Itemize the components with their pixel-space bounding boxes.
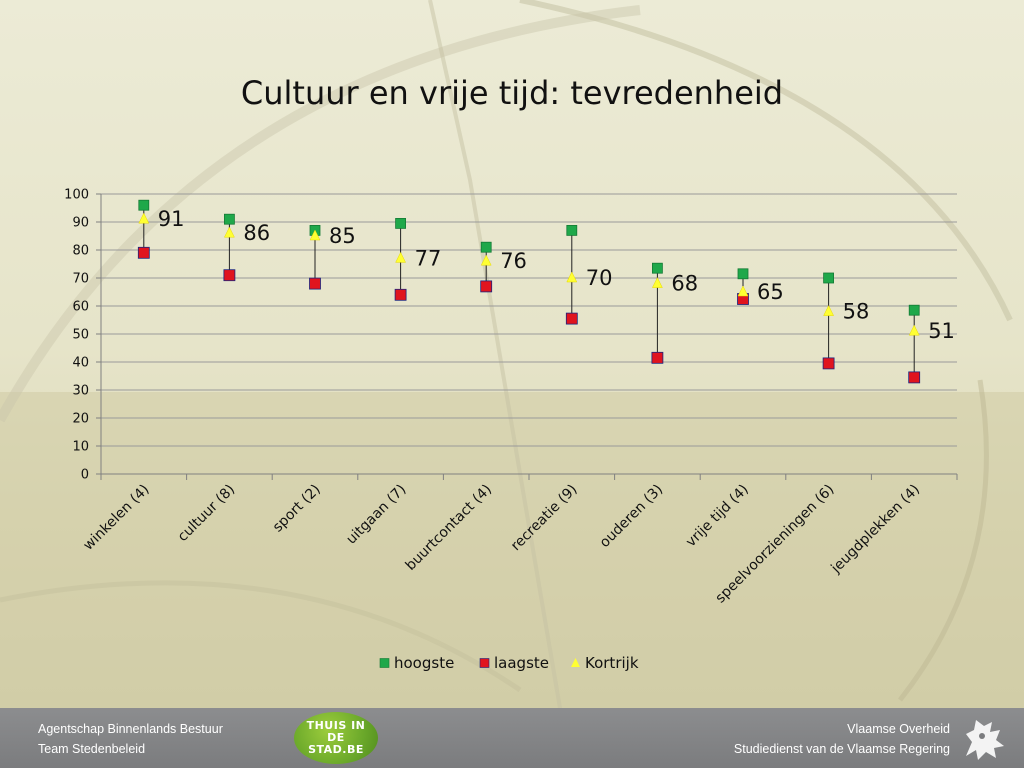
marker-laagste [223, 269, 236, 282]
y-tick-label: 60 [72, 300, 89, 315]
footer-bar: Agentschap Binnenlands Bestuur Team Sted… [0, 708, 1024, 768]
x-tick-label: sport (2) [270, 482, 324, 536]
footer-left: Agentschap Binnenlands Bestuur Team Sted… [38, 719, 223, 759]
marker-kortrijk [138, 212, 150, 224]
data-label: 51 [928, 319, 955, 343]
legend: hoogste laagste Kortrijk [379, 654, 639, 672]
chart: 0 10 20 30 40 50 60 70 80 90 100 winkelen (4) cultu… [64, 188, 958, 672]
legend-marker [571, 658, 580, 667]
marker-laagste [394, 288, 407, 301]
flemish-lion-icon [966, 720, 1004, 760]
data-label: 70 [586, 266, 613, 290]
marker-laagste [565, 312, 578, 325]
y-tick-label: 20 [72, 412, 89, 427]
marker-kortrijk [737, 285, 749, 297]
marker-kortrijk [823, 305, 835, 316]
data-label: 76 [500, 249, 527, 273]
team-name: Team Stedenbeleid [38, 742, 146, 756]
data-labels: 91 86 85 77 76 70 68 65 58 51 [158, 207, 955, 343]
y-axis: 0 10 20 30 40 50 60 70 80 90 100 [64, 188, 101, 483]
legend-label: hoogste [394, 654, 454, 672]
marker-kortrijk [908, 324, 920, 336]
y-tick-label: 0 [81, 468, 89, 483]
marker-laagste [309, 277, 321, 290]
y-tick-label: 80 [72, 244, 89, 259]
agency-name: Agentschap Binnenlands Bestuur [38, 722, 223, 736]
x-axis: winkelen (4) cultuur (8) sport (2) uitgaan … [80, 474, 958, 606]
footer-right: Vlaamse Overheid Studiedienst van de Vla… [734, 719, 950, 759]
marker-hoogste [138, 199, 150, 211]
legend-label: Kortrijk [585, 654, 639, 672]
legend-marker [479, 658, 490, 668]
marker-laagste [822, 357, 835, 370]
background-decoration [0, 0, 1024, 708]
x-tick-label: ouderen (3) [597, 482, 666, 551]
marker-hoogste [737, 268, 749, 280]
marker-hoogste [566, 224, 578, 236]
legend-marker [379, 658, 390, 668]
data-markers [137, 199, 921, 384]
y-tick-label: 100 [64, 188, 89, 203]
thuis-in-de-stad-logo: THUIS IN DE STAD.BE [294, 712, 378, 764]
y-tick-label: 50 [72, 328, 89, 343]
marker-laagste [137, 246, 150, 259]
marker-laagste [651, 351, 664, 364]
marker-kortrijk [566, 271, 578, 283]
marker-kortrijk [309, 229, 321, 241]
y-tick-label: 70 [72, 272, 89, 287]
marker-laagste [480, 280, 493, 293]
x-tick-label: jeugdplekken (4) [828, 482, 923, 577]
y-tick-label: 90 [72, 216, 89, 231]
grid-lines [100, 193, 957, 475]
marker-kortrijk [395, 251, 407, 263]
marker-hoogste [823, 272, 834, 284]
x-tick-label: winkelen (4) [80, 482, 152, 554]
x-tick-label: uitgaan (7) [343, 482, 409, 548]
x-tick-label: buurtcontact (4) [403, 482, 495, 574]
marker-laagste [908, 371, 921, 384]
data-label: 85 [329, 224, 356, 248]
marker-kortrijk [651, 277, 663, 288]
data-label: 86 [243, 221, 270, 245]
y-tick-label: 40 [72, 356, 89, 371]
marker-hoogste [908, 304, 920, 316]
marker-hoogste [652, 262, 663, 274]
data-label: 65 [757, 280, 784, 304]
legend-label: laagste [494, 654, 549, 672]
y-tick-label: 30 [72, 384, 89, 399]
y-tick-label: 10 [72, 440, 89, 455]
slide-title: Cultuur en vrije tijd: tevredenheid [240, 74, 784, 112]
data-label: 58 [843, 300, 870, 324]
marker-kortrijk [223, 226, 235, 238]
logo-text: THUIS IN DE STAD.BE [306, 719, 366, 756]
data-label: 77 [415, 246, 442, 270]
x-tick-label: vrije tijd (4) [683, 482, 752, 551]
marker-kortrijk [480, 254, 492, 266]
government-name: Vlaamse Overheid [847, 722, 950, 736]
x-tick-label: recreatie (9) [508, 482, 581, 555]
marker-hoogste [223, 213, 235, 225]
data-label: 68 [671, 272, 698, 296]
department-name: Studiedienst van de Vlaamse Regering [733, 742, 950, 756]
x-tick-label: cultuur (8) [175, 482, 238, 545]
marker-hoogste [395, 217, 407, 229]
data-label: 91 [158, 207, 185, 231]
marker-hoogste [480, 241, 492, 253]
